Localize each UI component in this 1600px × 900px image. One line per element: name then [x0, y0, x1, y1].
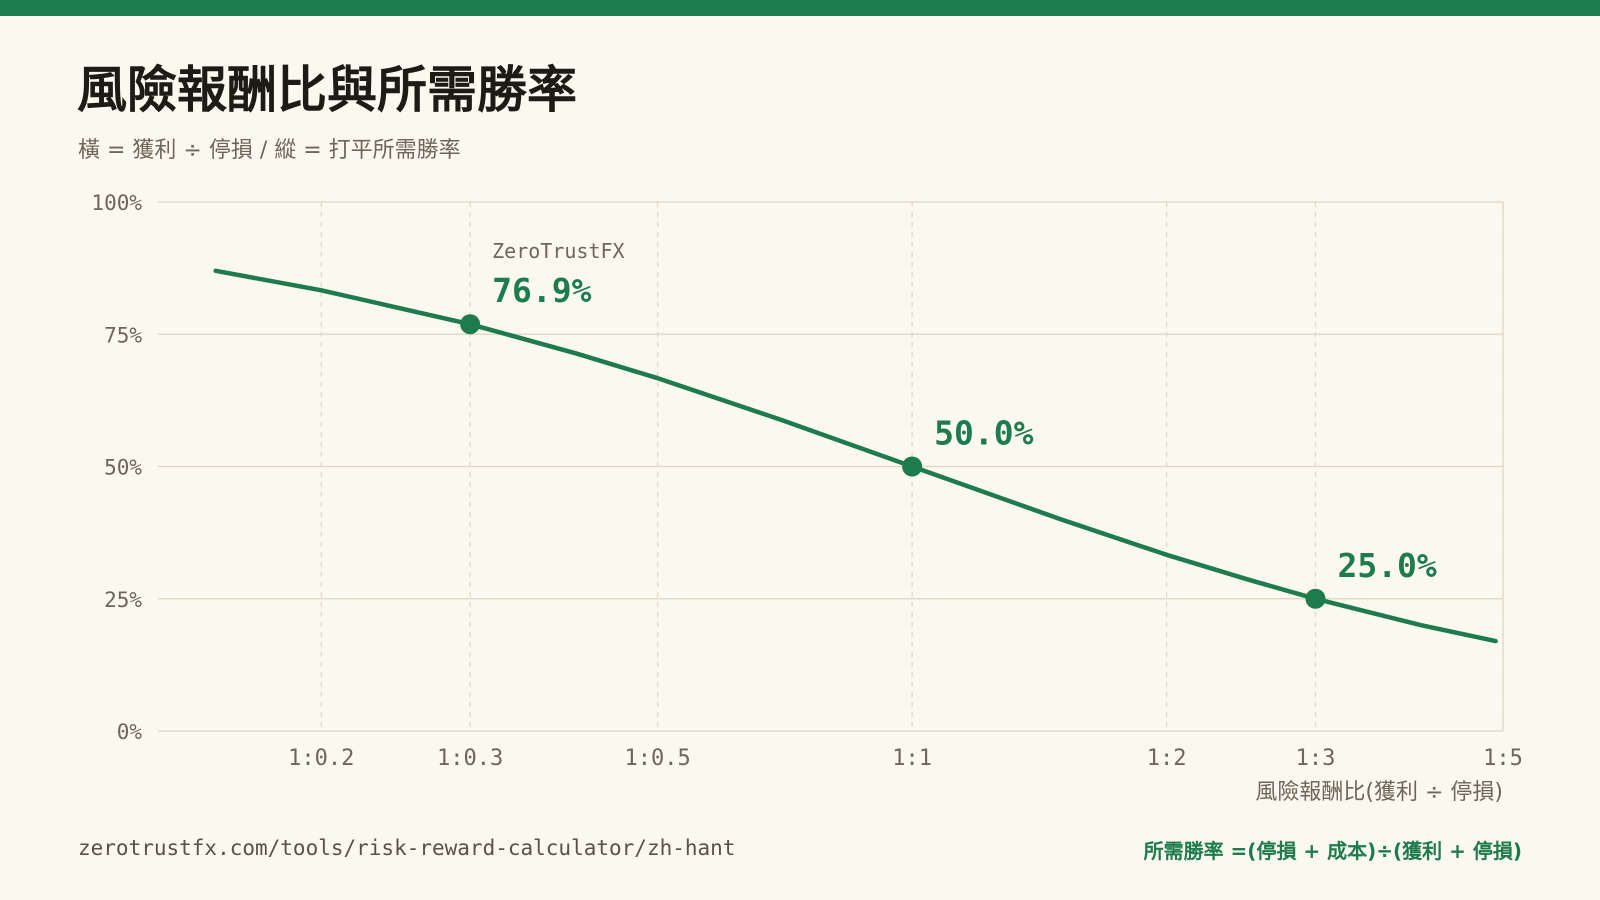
y-tick-label: 25%	[104, 588, 142, 612]
x-axis-label: 風險報酬比(獲利 ÷ 停損)	[1255, 780, 1503, 805]
y-tick-label: 100%	[91, 191, 142, 215]
chart-title: 風險報酬比與所需勝率	[77, 60, 577, 119]
x-tick-label: 1:5	[1483, 746, 1523, 771]
chart-subtitle: 橫 = 獲利 ÷ 停損 / 縱 = 打平所需勝率	[78, 138, 461, 163]
top-accent-bar	[0, 0, 1600, 16]
x-tick-label: 1:0.5	[625, 746, 691, 771]
highlight-point	[1305, 588, 1326, 609]
y-tick-label: 0%	[117, 720, 143, 744]
x-tick-label: 1:3	[1296, 746, 1336, 771]
x-tick-label: 1:0.3	[437, 746, 503, 771]
highlight-caption: ZeroTrustFX	[492, 239, 624, 263]
highlight-value-label: 50.0%	[934, 414, 1033, 453]
x-tick-label: 1:1	[892, 746, 932, 771]
highlight-point	[460, 314, 481, 335]
x-tick-label: 1:2	[1147, 746, 1187, 771]
highlight-value-label: 25.0%	[1337, 546, 1436, 585]
footer-formula: 所需勝率 =(停損 + 成本)÷(獲利 + 停損)	[1143, 839, 1522, 863]
y-tick-label: 50%	[104, 456, 142, 480]
footer-url: zerotrustfx.com/tools/risk-reward-calcul…	[78, 836, 736, 860]
y-tick-label: 75%	[104, 323, 142, 347]
highlight-point	[902, 456, 923, 477]
x-tick-label: 1:0.2	[288, 746, 354, 771]
series-line	[213, 268, 1498, 644]
highlight-value-label: 76.9%	[492, 271, 591, 310]
